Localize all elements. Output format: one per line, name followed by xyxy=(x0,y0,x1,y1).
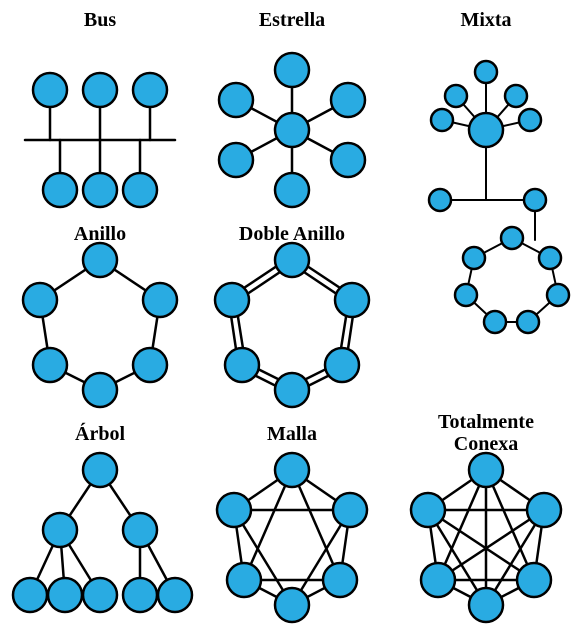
topology-totalmente-conexa: TotalmenteConexa xyxy=(411,411,561,622)
topology-title: Estrella xyxy=(259,9,325,31)
topology-bus: Bus xyxy=(25,9,175,207)
topology-doble-anillo: Doble Anillo xyxy=(215,223,369,407)
topology-title: Bus xyxy=(84,9,116,31)
topology-estrella: Estrella xyxy=(219,9,365,207)
network-topologies-diagram: Bus Estrella Mixta Anillo Doble Anillo Árbol M… xyxy=(0,0,583,630)
topology-mixta: Mixta xyxy=(429,9,569,333)
topology-title: Doble Anillo xyxy=(239,223,345,245)
topology-title: Mixta xyxy=(460,9,511,31)
topology-title: Árbol xyxy=(75,422,125,445)
topology-title: Malla xyxy=(267,423,317,445)
topology-malla: Malla xyxy=(217,423,367,622)
topology-title: Conexa xyxy=(454,433,518,455)
topology-arbol: Árbol xyxy=(13,422,192,612)
topology-anillo: Anillo xyxy=(23,223,177,407)
topology-title: Totalmente xyxy=(438,411,534,433)
topology-title: Anillo xyxy=(74,223,126,245)
